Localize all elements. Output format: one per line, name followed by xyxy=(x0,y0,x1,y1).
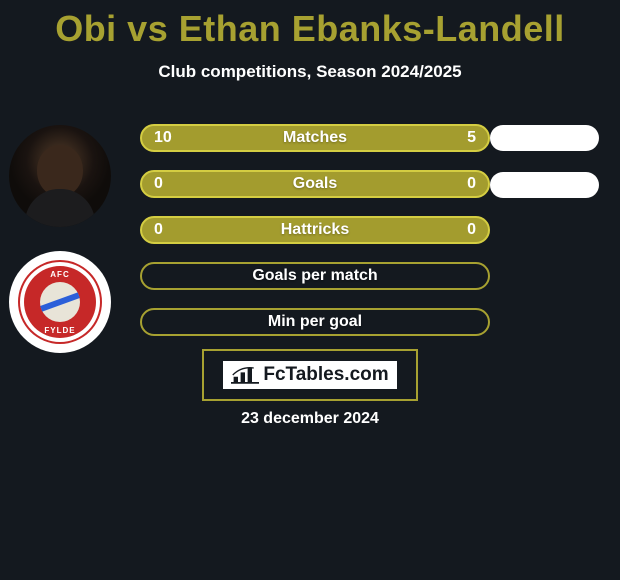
stat-bar-goals: 0 Goals 0 xyxy=(140,170,490,198)
bar-chart-icon xyxy=(231,364,259,386)
date-text: 23 december 2024 xyxy=(241,410,379,428)
page-subtitle: Club competitions, Season 2024/2025 xyxy=(0,62,620,82)
avatar-column: AFC FYLDE xyxy=(9,125,111,353)
stat-bar-hattricks: 0 Hattricks 0 xyxy=(140,216,490,244)
crest-text-top: AFC xyxy=(50,270,69,279)
crest-text-bottom: FYLDE xyxy=(44,326,75,335)
stat-label: Goals xyxy=(293,175,337,193)
stat-value-left: 0 xyxy=(154,221,163,239)
stat-value-right: 0 xyxy=(467,221,476,239)
player1-avatar xyxy=(9,125,111,227)
stat-bar-gpm: Goals per match xyxy=(140,262,490,290)
page-title: Obi vs Ethan Ebanks-Landell xyxy=(0,0,620,50)
stat-bar-matches: 10 Matches 5 xyxy=(140,124,490,152)
pair-ellipse xyxy=(490,125,599,151)
watermark-text: FcTables.com xyxy=(263,364,388,386)
watermark: FcTables.com xyxy=(202,349,418,401)
pair-ellipse xyxy=(490,172,599,198)
player2-club-crest: AFC FYLDE xyxy=(9,251,111,353)
stat-value-right: 0 xyxy=(467,175,476,193)
stat-label: Hattricks xyxy=(281,221,349,239)
stat-value-left: 0 xyxy=(154,175,163,193)
stat-value-right: 5 xyxy=(467,129,476,147)
stat-bar-mpg: Min per goal xyxy=(140,308,490,336)
stat-label: Matches xyxy=(283,129,347,147)
stat-value-left: 10 xyxy=(154,129,172,147)
stat-label: Min per goal xyxy=(268,313,362,331)
stat-label: Goals per match xyxy=(252,267,377,285)
stat-bars: 10 Matches 5 0 Goals 0 0 Hattricks 0 Goals per ma… xyxy=(140,124,490,336)
right-ellipses xyxy=(490,125,599,198)
